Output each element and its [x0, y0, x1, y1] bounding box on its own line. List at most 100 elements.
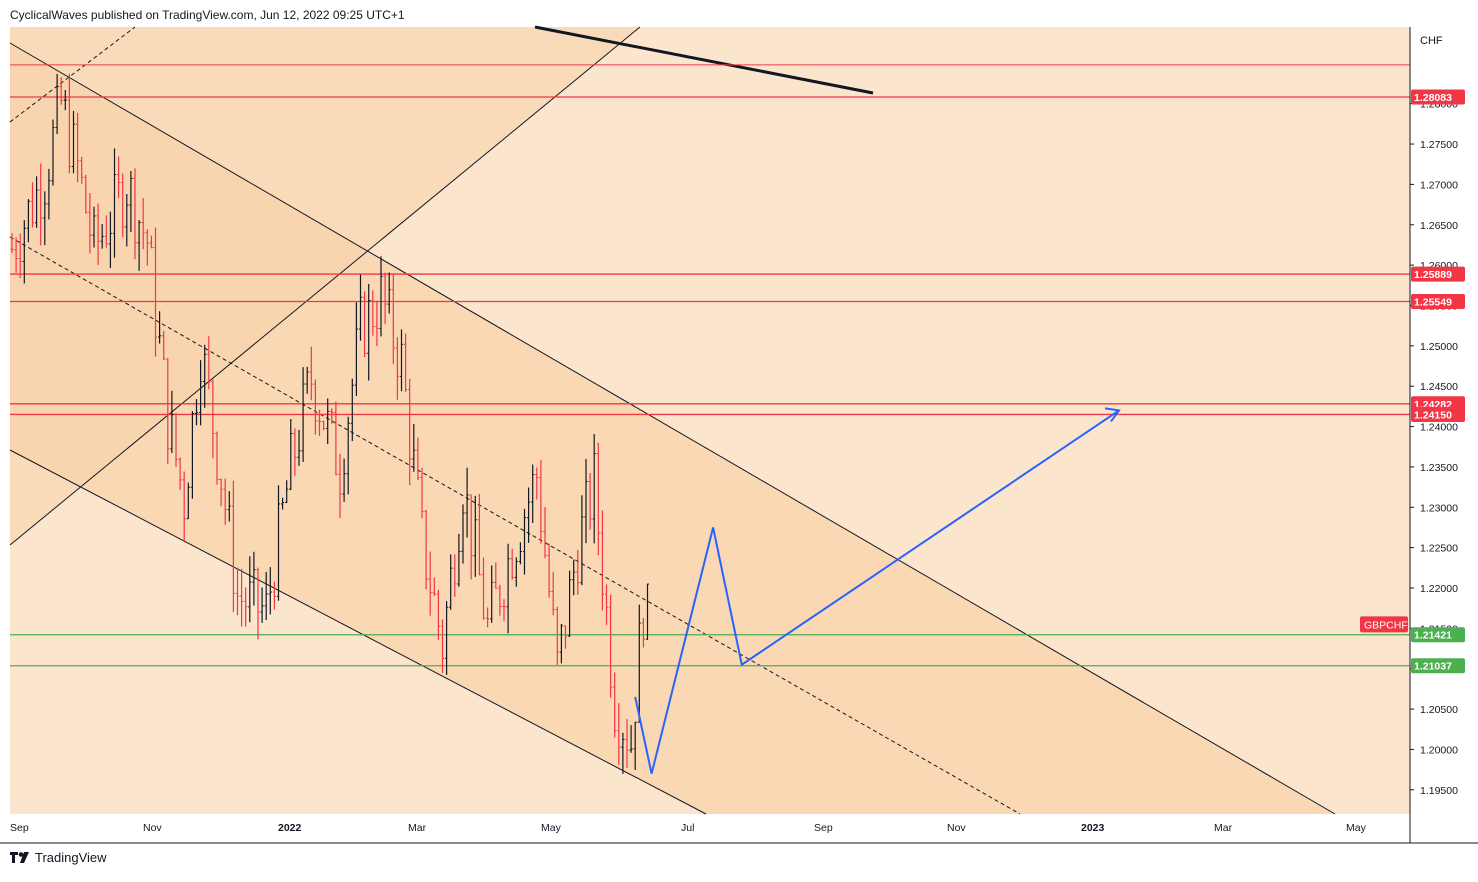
ohlc-bar: [363, 291, 367, 358]
price-tick-label: 1.25000: [1420, 341, 1458, 353]
ohlc-bar: [112, 148, 117, 258]
ohlc-bar: [477, 493, 481, 576]
ohlc-bar: [551, 571, 555, 616]
ohlc-bar: [342, 458, 346, 502]
ohlc-bar: [338, 453, 342, 519]
ohlc-bar: [63, 90, 67, 111]
ohlc-bar: [326, 398, 330, 445]
ohlc-bar: [584, 458, 588, 544]
ohlc-bar: [387, 272, 391, 314]
resistance-badge: [1411, 406, 1465, 422]
price-tick-label: 1.27500: [1420, 139, 1458, 151]
ohlc-bar: [252, 551, 256, 606]
ohlc-bar: [617, 703, 621, 765]
ohlc-bar: [379, 256, 383, 337]
ohlc-bar: [522, 508, 527, 575]
footer-brand: TradingView: [35, 850, 107, 865]
ohlc-bar: [84, 174, 88, 214]
ohlc-bar: [539, 460, 543, 544]
ohlc-bar: [498, 584, 502, 616]
ohlc-bar: [178, 457, 182, 490]
ohlc-bar: [166, 358, 170, 465]
horizontal-levels: [10, 64, 1410, 667]
time-tick-label: Jul: [681, 822, 694, 834]
ohlc-bar: [465, 467, 469, 538]
ohlc-bar: [510, 548, 514, 580]
ohlc-bar: [518, 542, 522, 565]
price-tick-label: 1.20500: [1420, 704, 1458, 716]
ohlc-bar: [88, 192, 92, 254]
ohlc-bar: [96, 203, 100, 265]
symbol-badge: [1360, 616, 1408, 633]
ohlc-bar: [227, 491, 231, 522]
resistance-label: 1.25889: [1414, 269, 1452, 281]
price-tick-label: 1.26500: [1420, 220, 1458, 232]
projection-path: [634, 407, 1121, 774]
ohlc-bar: [268, 567, 272, 615]
ohlc-bar: [391, 273, 395, 365]
ohlc-bar: [588, 472, 592, 530]
ohlc-bar: [182, 471, 186, 542]
ohlc-bar: [367, 283, 371, 381]
ohlc-bar: [527, 487, 531, 543]
ohlc-bar: [190, 411, 194, 499]
ohlc-bar: [473, 495, 477, 577]
ohlc-bar: [297, 429, 301, 466]
time-tick-label: Mar: [1214, 822, 1233, 834]
ohlc-bar: [490, 565, 494, 623]
ohlc-bar: [39, 163, 43, 246]
ohlc-bar: [358, 274, 363, 341]
ohlc-bar: [494, 562, 498, 589]
ohlc-bar: [133, 168, 137, 260]
ohlc-bars: [10, 73, 650, 774]
ohlc-bar: [432, 577, 436, 596]
ohlc-bar: [408, 378, 412, 486]
ohlc-bar: [416, 437, 420, 481]
ohlc-bar: [572, 559, 576, 596]
ohlc-bar: [137, 220, 141, 271]
ohlc-bar: [108, 211, 112, 269]
ohlc-bar: [506, 543, 510, 634]
ohlc-bar: [26, 199, 30, 243]
resistance-badge: [1411, 266, 1465, 282]
price-tick-label: 1.23500: [1420, 462, 1458, 474]
price-tick-label: 1.20000: [1420, 744, 1458, 756]
symbol-label: GBPCHF: [1364, 619, 1408, 631]
ohlc-bar: [14, 237, 18, 273]
ohlc-bar: [563, 625, 568, 649]
ohlc-bar: [285, 480, 289, 504]
ohlc-bar: [47, 168, 51, 220]
ohlc-bar: [629, 725, 633, 753]
ohlc-bar: [625, 719, 629, 769]
ohlc-bar: [596, 442, 600, 556]
time-tick-label: Nov: [143, 822, 162, 834]
ohlc-bar: [76, 112, 80, 183]
ohlc-bar: [256, 567, 260, 640]
ohlc-bar: [568, 570, 572, 637]
ohlc-bar: [404, 333, 408, 392]
ohlc-bar: [199, 360, 203, 426]
ohlc-bar: [514, 557, 518, 587]
footer[interactable]: TradingView: [10, 850, 107, 865]
time-tick-label: 2022: [278, 822, 302, 834]
ohlc-bar: [645, 583, 650, 640]
ohlc-bar: [186, 482, 190, 520]
ohlc-bar: [240, 568, 244, 627]
ohlc-bar: [633, 721, 637, 770]
resistance-label: 1.28083: [1414, 92, 1452, 104]
support-label: 1.21421: [1414, 630, 1452, 642]
ohlc-bar: [531, 464, 535, 524]
ohlc-bar: [609, 594, 613, 698]
ohlc-bar: [395, 337, 399, 400]
trendlines: [9, 25, 1336, 815]
channel-lower-line: [9, 449, 707, 815]
ohlc-bar: [346, 416, 350, 495]
ohlc-bar: [354, 302, 358, 396]
ohlc-bar: [22, 220, 26, 284]
ohlc-bar: [121, 173, 125, 238]
ohlc-bar: [637, 604, 641, 723]
time-tick-label: Mar: [408, 822, 427, 834]
ohlc-bar: [35, 176, 39, 228]
